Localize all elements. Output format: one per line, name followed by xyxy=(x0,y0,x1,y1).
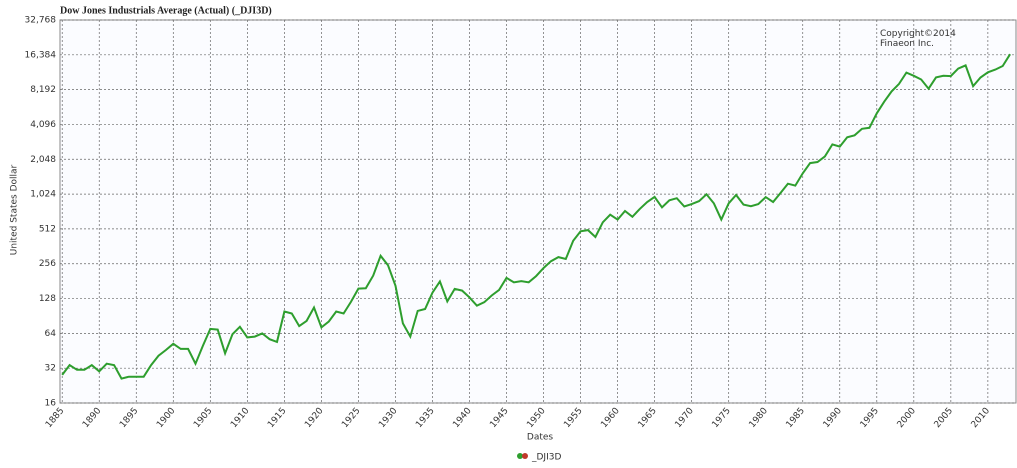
y-tick-label: 4,096 xyxy=(30,120,56,130)
y-tick-label: 16,384 xyxy=(25,50,57,60)
annotation: Copyright©2014 Finaeon Inc. xyxy=(880,29,956,49)
x-tick-label: 1895 xyxy=(118,406,140,430)
legend-icon xyxy=(522,453,528,459)
x-axis-label: Dates xyxy=(527,433,554,443)
y-tick-label: 64 xyxy=(45,329,57,339)
x-tick-label: 1925 xyxy=(340,406,362,430)
y-tick-label: 8,192 xyxy=(30,85,56,95)
legend-icon xyxy=(517,453,523,459)
y-tick-label: 32 xyxy=(45,364,56,374)
x-tick-label: 1915 xyxy=(266,406,288,430)
x-tick-label: 2000 xyxy=(896,406,919,430)
y-tick-label: 16 xyxy=(45,399,57,409)
x-tick-label: 1910 xyxy=(229,406,252,430)
x-tick-label: 1900 xyxy=(155,406,178,430)
x-tick-label: 1940 xyxy=(451,406,474,430)
data-line xyxy=(61,53,1011,380)
legend-label: _DJI3D xyxy=(531,453,561,463)
chart-title: Dow Jones Industrials Average (Actual) (… xyxy=(60,5,272,16)
x-tick-label: 1980 xyxy=(748,406,771,430)
y-tick-label: 1,024 xyxy=(30,190,56,200)
x-tick-label: 1950 xyxy=(525,406,548,430)
x-tick-label: 1935 xyxy=(414,406,436,430)
x-tick-label: 1945 xyxy=(488,406,510,430)
x-tick-label: 1990 xyxy=(822,406,845,430)
x-tick-label: 1930 xyxy=(377,406,400,430)
x-tick-label: 1970 xyxy=(673,406,696,430)
x-tick-label: 1920 xyxy=(303,406,326,430)
y-tick-label: 2,048 xyxy=(30,155,56,165)
x-tick-label: 1885 xyxy=(44,406,66,430)
x-tick-label: 1985 xyxy=(785,406,807,430)
x-tick-label: 1890 xyxy=(81,406,104,430)
x-tick-label: 1965 xyxy=(636,406,658,430)
x-tick-label: 1975 xyxy=(711,406,733,430)
y-tick-label: 128 xyxy=(39,294,56,304)
y-tick-label: 512 xyxy=(39,224,56,234)
y-tick-label: 32,768 xyxy=(25,16,57,26)
y-axis-label: United States Dollar xyxy=(10,164,20,255)
plot-area xyxy=(59,19,1017,404)
x-tick-label: 2010 xyxy=(970,406,993,430)
x-tick-label: 1905 xyxy=(192,406,214,430)
x-tick-label: 2005 xyxy=(933,406,955,430)
x-tick-label: 1955 xyxy=(562,406,584,430)
x-tick-label: 1960 xyxy=(599,406,622,430)
x-tick-label: 1995 xyxy=(859,406,881,430)
y-tick-label: 256 xyxy=(39,259,56,269)
